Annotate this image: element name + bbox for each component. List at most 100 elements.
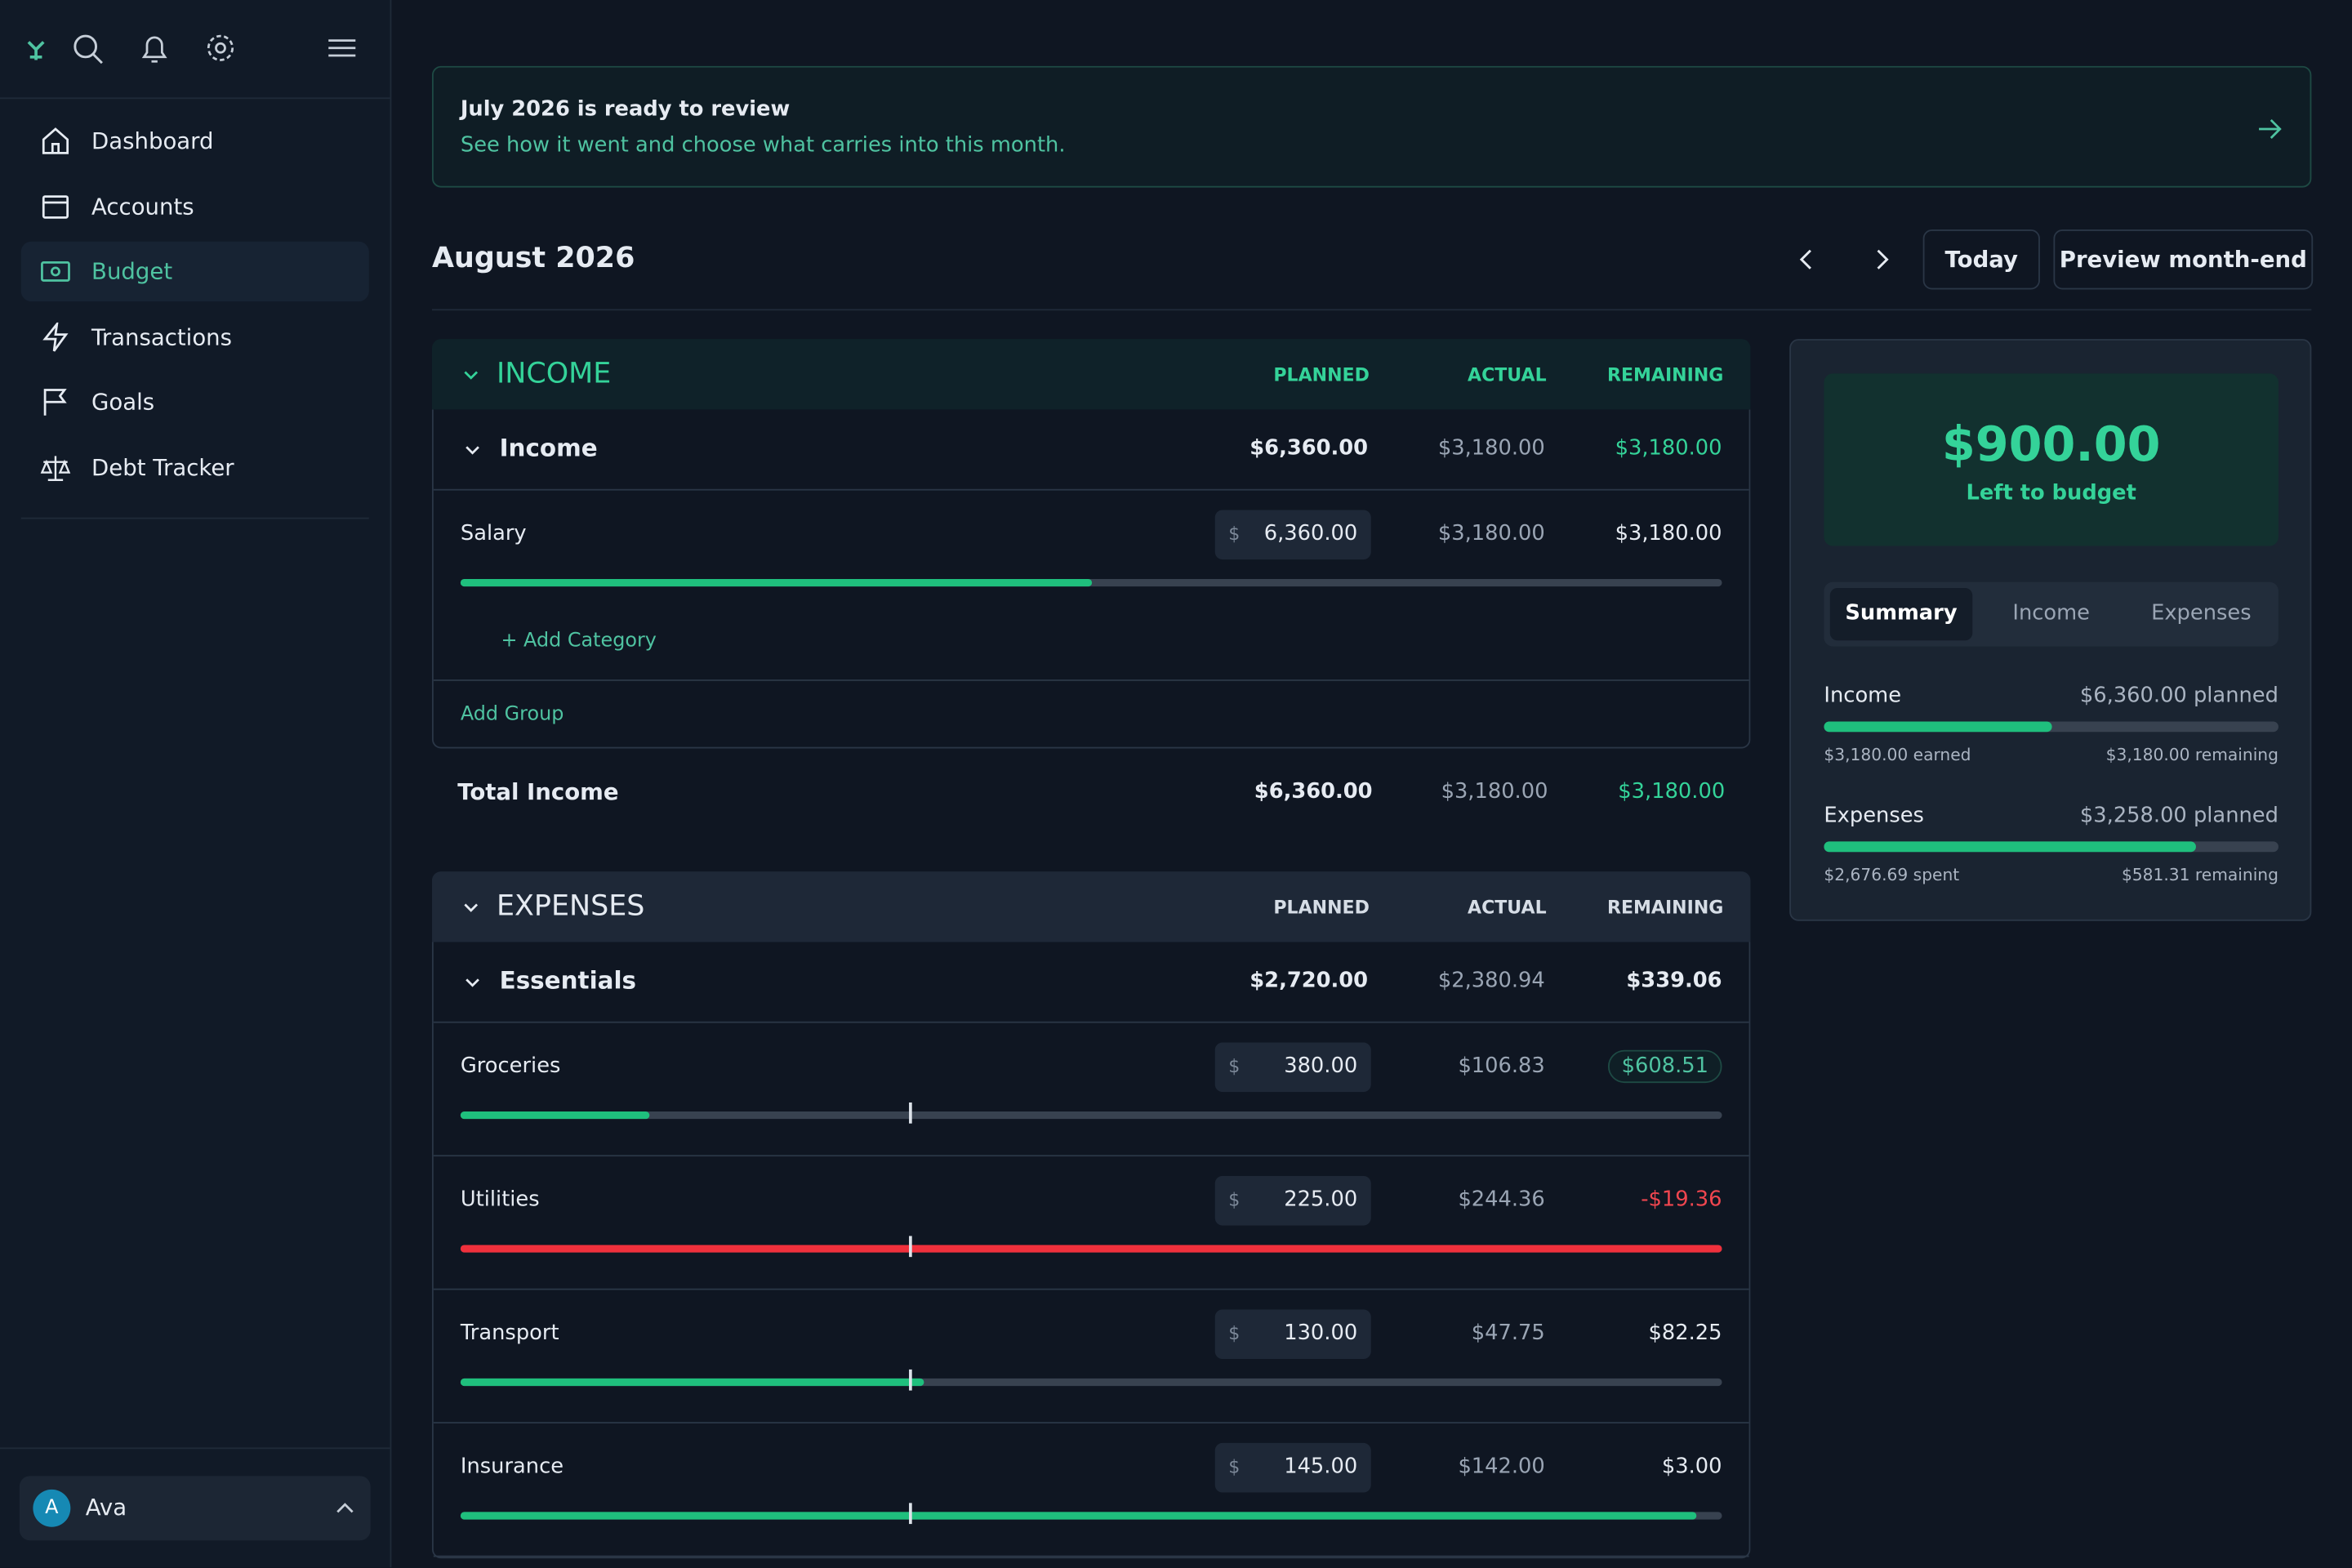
category-row: Groceries $380.00 $106.83 $608.51	[433, 1023, 1749, 1157]
actual: $47.75	[1471, 1321, 1545, 1346]
spent: $2,676.69 spent	[1824, 865, 1960, 885]
group-name: Essentials	[499, 965, 637, 995]
remaining-value: $82.25	[1648, 1321, 1722, 1346]
progress-fill	[460, 1245, 1722, 1253]
total-row: Total Income $6,360.00 $3,180.00 $3,180.00	[432, 749, 1750, 836]
divider	[20, 517, 369, 519]
currency: $	[1228, 1322, 1241, 1344]
month-title: August 2026	[431, 241, 635, 275]
sidebar: Dashboard Accounts Budget Transactions Goals…	[0, 0, 392, 1568]
value: $6,360.00	[1250, 436, 1369, 461]
logo	[27, 41, 45, 60]
income-section: INCOME PLANNED ACTUAL REMAINING Income $6,360…	[431, 339, 1751, 836]
review-banner[interactable]: July 2026 is ready to review See how it …	[431, 65, 2312, 188]
currency: $	[1228, 1456, 1241, 1478]
section-title: EXPENSES	[496, 889, 645, 923]
nav-icon	[43, 389, 67, 416]
planned-input[interactable]: $145.00	[1214, 1442, 1371, 1493]
progress-track	[460, 1369, 1722, 1391]
day-marker	[908, 1369, 911, 1391]
remaining: $3,180.00 remaining	[2105, 745, 2278, 765]
day-marker	[908, 1236, 911, 1258]
prev-month[interactable]	[1796, 247, 1820, 271]
add-group[interactable]: Add Group	[460, 703, 564, 726]
nav-icon	[42, 322, 69, 352]
planned-input[interactable]: $130.00	[1214, 1309, 1371, 1360]
value: $2,720.00	[1250, 969, 1369, 993]
value: $3,180.00	[1618, 780, 1726, 804]
add-group-row: Add Group	[434, 681, 1749, 747]
category-name: Transport	[460, 1321, 559, 1346]
nav-item[interactable]: Dashboard	[21, 111, 369, 171]
total-label: Total Income	[457, 778, 619, 806]
summary-card: $900.00 Left to budget Summary Income Ex…	[1789, 339, 2312, 921]
value: $6,360.00	[1254, 780, 1373, 804]
user-menu[interactable]: A Ava	[19, 1476, 371, 1541]
planned-input[interactable]: $225.00	[1214, 1175, 1371, 1226]
progress-track	[460, 1503, 1722, 1525]
expenses-section: EXPENSES PLANNED ACTUAL REMAINING Essentials…	[431, 871, 1751, 1559]
next-month[interactable]	[1869, 247, 1893, 271]
nav-item[interactable]: Debt Tracker	[21, 438, 369, 497]
planned-value: 380.00	[1284, 1054, 1358, 1079]
currency: $	[1228, 1189, 1241, 1211]
section-header: INCOME PLANNED ACTUAL REMAINING	[431, 339, 1751, 410]
category-row: Insurance $145.00 $142.00 $3.00	[433, 1423, 1749, 1557]
settings-icon[interactable]	[204, 27, 237, 72]
tab[interactable]: Expenses	[2151, 601, 2252, 626]
menu-icon[interactable]	[327, 27, 357, 72]
preview-button[interactable]: Preview month-end	[2053, 229, 2314, 290]
remaining: $608.51	[1608, 1049, 1722, 1084]
value: $3,180.00	[1615, 436, 1722, 461]
chevron	[466, 978, 479, 987]
group-name: Income	[499, 433, 598, 462]
progress-track	[1824, 841, 2278, 853]
today-button[interactable]: Today	[1922, 229, 2040, 290]
planned-value: 145.00	[1284, 1454, 1358, 1479]
planned-input[interactable]: $6,360.00	[1214, 510, 1371, 560]
nav-icon	[41, 261, 70, 283]
left-to-budget: $900.00 Left to budget	[1824, 373, 2278, 546]
remaining-value: $3.00	[1661, 1454, 1722, 1479]
section-body: Income $6,360.00 $3,180.00 $3,180.00 Salary $…	[431, 409, 1751, 749]
section-header: EXPENSES PLANNED ACTUAL REMAINING	[431, 871, 1751, 942]
progress-fill	[460, 1378, 925, 1387]
progress-fill	[460, 578, 1092, 587]
currency: $	[1228, 523, 1241, 545]
nav-item[interactable]: Budget	[20, 242, 369, 302]
remaining: $3.00	[1662, 1455, 1722, 1479]
avatar: A	[33, 1489, 71, 1527]
column-header: ACTUAL	[1468, 364, 1547, 386]
search-icon[interactable]	[72, 27, 105, 72]
progress-track	[460, 1236, 1722, 1258]
progress-track	[460, 578, 1722, 587]
remaining: -$19.36	[1641, 1188, 1722, 1212]
currency: $	[1228, 1056, 1241, 1077]
nav-item[interactable]: Transactions	[21, 307, 369, 367]
category-row: Utilities $225.00 $244.36 -$19.36	[433, 1156, 1749, 1290]
arrow-right	[2259, 118, 2282, 139]
progress-fill	[1824, 721, 2051, 733]
nav-icon	[42, 127, 69, 154]
banner-text: See how it went and choose what carries …	[460, 133, 1066, 158]
nav-item[interactable]: Accounts	[21, 176, 369, 236]
tab[interactable]: Income	[2012, 601, 2090, 626]
label: Income	[1824, 684, 1902, 708]
value: $3,180.00	[1437, 436, 1545, 461]
bell-icon[interactable]	[138, 27, 171, 72]
chevron-up	[336, 1503, 354, 1513]
remaining-value: $608.51	[1608, 1049, 1722, 1084]
tab[interactable]: Summary	[1829, 587, 1973, 641]
nav-item[interactable]: Goals	[21, 372, 369, 432]
column-header: REMAINING	[1606, 364, 1724, 386]
remaining: $3,180.00	[1615, 522, 1722, 546]
divider	[431, 309, 2312, 311]
chevron	[466, 446, 479, 455]
planned-input[interactable]: $380.00	[1214, 1042, 1371, 1093]
planned-value: 6,360.00	[1263, 522, 1358, 546]
add-category[interactable]: + Add Category	[501, 630, 657, 653]
remaining: $82.25	[1649, 1321, 1722, 1345]
amount: $900.00	[1941, 415, 2161, 473]
divider	[0, 97, 390, 100]
chevron	[464, 371, 479, 380]
